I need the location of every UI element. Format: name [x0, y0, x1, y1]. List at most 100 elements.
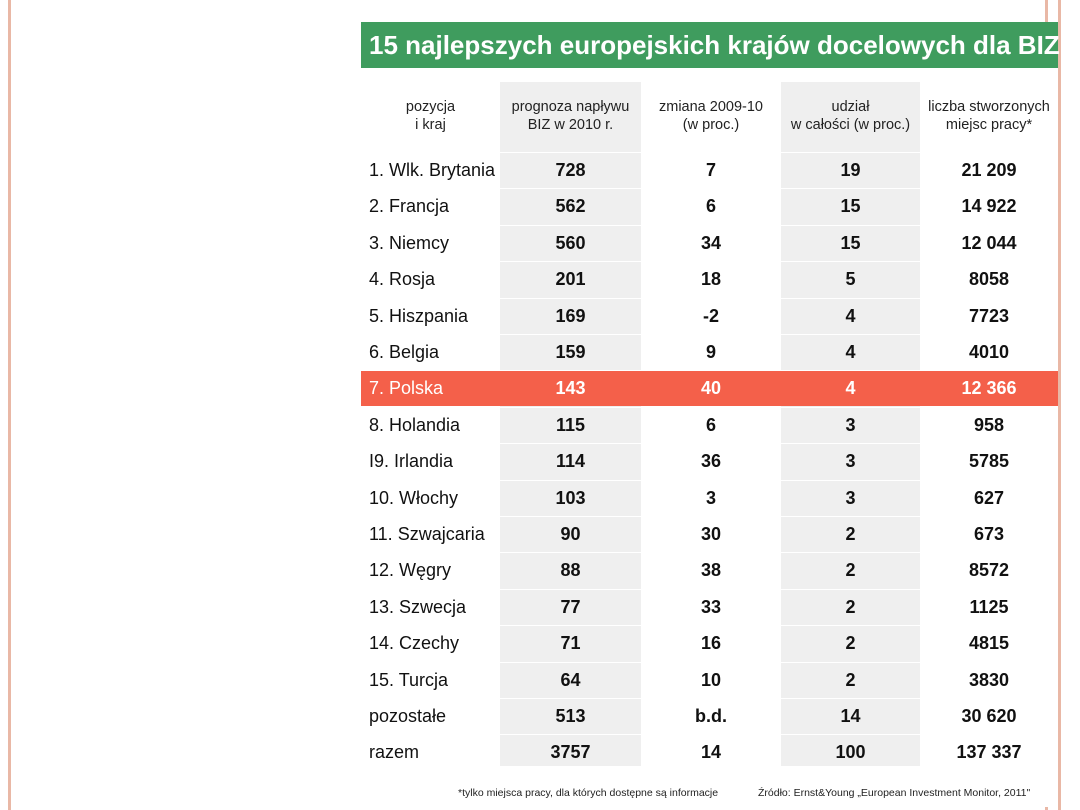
table-cell: 14: [840, 706, 861, 726]
table-cell: 14. Czechy: [369, 633, 460, 654]
table-row: 1. Wlk. Brytania 728 7 19 21 209: [361, 152, 1058, 188]
table-cell: 3. Niemcy: [369, 232, 450, 253]
source: Źródło: Ernst&Young „European Investment…: [758, 787, 1031, 799]
table-cell: 5785: [968, 451, 1010, 472]
table-cell: 103: [555, 487, 586, 508]
table-cell: 36: [700, 451, 722, 472]
table-cell: 2: [845, 669, 856, 690]
decor-line: [8, 0, 11, 810]
table-cell: 3: [845, 487, 856, 508]
table-row: 6. Belgia 159 9 4 4010: [361, 334, 1058, 370]
column-shade: [500, 82, 641, 766]
table-cell: 34: [700, 232, 722, 253]
table-cell: 100: [835, 742, 866, 763]
table-cell: 673: [973, 524, 1005, 544]
table-cell: 71: [560, 633, 581, 654]
table-row: I9. Irlandia 114 36 3 5785: [361, 443, 1058, 479]
table-cell: 6. Belgia: [369, 342, 440, 362]
table-row: 11. Szwajcaria 90 30 2 673: [361, 516, 1058, 552]
footnote: *tylko miejsca pracy, dla których dostęp…: [458, 787, 719, 799]
table-row: razem 3757 14 100 137 337: [361, 734, 1058, 770]
table-cell: 38: [700, 560, 722, 581]
table-cell: 8. Holandia: [369, 414, 461, 435]
table-cell: 9: [705, 342, 716, 362]
table-cell: 4010: [968, 342, 1010, 362]
column-header: pozycja i kraj: [405, 99, 456, 133]
table-cell: 3: [845, 451, 856, 472]
table-cell: 10. Włochy: [369, 487, 459, 508]
table-cell: 4: [845, 342, 856, 362]
table-cell: 18: [700, 269, 722, 290]
table-row: 7. Polska 143 40 4 12 366: [361, 370, 1058, 407]
table-cell: 169: [555, 305, 586, 326]
table-row: 10. Włochy 103 3 3 627: [361, 479, 1058, 516]
table-cell: 958: [973, 414, 1005, 435]
table-cell: 16: [700, 633, 722, 654]
table-cell: 14: [700, 742, 722, 763]
table-cell: 3830: [968, 669, 1010, 690]
table-cell: 77: [560, 596, 581, 617]
table-cell: 15. Turcja: [369, 669, 449, 690]
table-cell: 14 922: [961, 196, 1017, 217]
column-shade: [781, 82, 920, 766]
table-cell: 143: [555, 378, 586, 399]
table-cell: 4: [845, 378, 856, 399]
table-row: 15. Turcja 64 10 2 3830: [361, 661, 1058, 698]
table-cell: 5. Hiszpania: [369, 305, 469, 326]
table-row: 13. Szwecja 77 33 2 1125: [361, 588, 1058, 625]
table-cell: 2: [845, 560, 856, 581]
table-cell: 2: [845, 524, 856, 544]
table-cell: 7723: [968, 305, 1010, 326]
table-cell: 90: [560, 524, 581, 544]
table-image: 15 najlepszych europejskich krajów docel…: [361, 22, 1060, 807]
column-header: liczba stworzonych miejsc pracy*: [928, 99, 1050, 133]
table-cell: 114: [555, 451, 586, 472]
table-cell: 2. Francja: [369, 196, 450, 217]
table-cell: 4. Rosja: [369, 269, 436, 290]
table-cell: 8572: [968, 560, 1010, 581]
decor-line: [1058, 0, 1061, 810]
table-row: 4. Rosja 201 18 5 8058: [361, 261, 1058, 297]
table-cell: I9. Irlandia: [369, 451, 454, 472]
table-cell: 560: [555, 232, 586, 253]
table-cell: 30 620: [961, 706, 1017, 726]
table-cell: 2: [845, 596, 856, 617]
table-cell: 12. Węgry: [369, 560, 452, 581]
table-cell: -2: [702, 305, 719, 326]
table-cell: 88: [560, 560, 581, 581]
table-cell: 6: [705, 196, 716, 217]
table-row: 3. Niemcy 560 34 15 12 044: [361, 224, 1058, 261]
table-cell: 4815: [968, 633, 1010, 654]
table-cell: 40: [700, 378, 722, 399]
table-cell: 64: [560, 669, 581, 690]
table-cell: 12 366: [961, 378, 1017, 399]
table-cell: 8058: [968, 269, 1010, 290]
table-cell: 21 209: [961, 160, 1017, 180]
table-cell: 3757: [550, 742, 591, 763]
table-cell: pozostałe: [369, 706, 447, 726]
table-cell: 1125: [969, 596, 1009, 617]
table-cell: 15: [840, 232, 861, 253]
table-cell: b.d.: [695, 706, 727, 726]
table-cell: 627: [973, 487, 1005, 508]
table-row: 2. Francja 562 6 15 14 922: [361, 188, 1058, 224]
table-cell: 5: [845, 269, 856, 290]
table-title: 15 najlepszych europejskich krajów docel…: [361, 22, 1060, 68]
table-cell: 6: [705, 414, 716, 435]
table-cell: 115: [555, 414, 586, 435]
table-cell: 562: [555, 196, 586, 217]
table-cell: 7. Polska: [369, 378, 444, 399]
table-cell: 33: [700, 596, 722, 617]
column-header: udział w całości (w proc.): [790, 99, 911, 133]
table-row: 5. Hiszpania 169 -2 4 7723: [361, 297, 1058, 334]
table-cell: 137 337: [956, 742, 1022, 763]
table-cell: 728: [555, 160, 586, 180]
table-cell: 3: [705, 487, 716, 508]
table-row: pozostałe 513 b.d. 14 30 620: [361, 698, 1058, 734]
table-cell: 201: [555, 269, 586, 290]
table-cell: 7: [705, 160, 716, 180]
table-row: 12. Węgry 88 38 2 8572: [361, 552, 1058, 588]
table-cell: 15: [840, 196, 861, 217]
table-cell: 159: [555, 342, 586, 362]
